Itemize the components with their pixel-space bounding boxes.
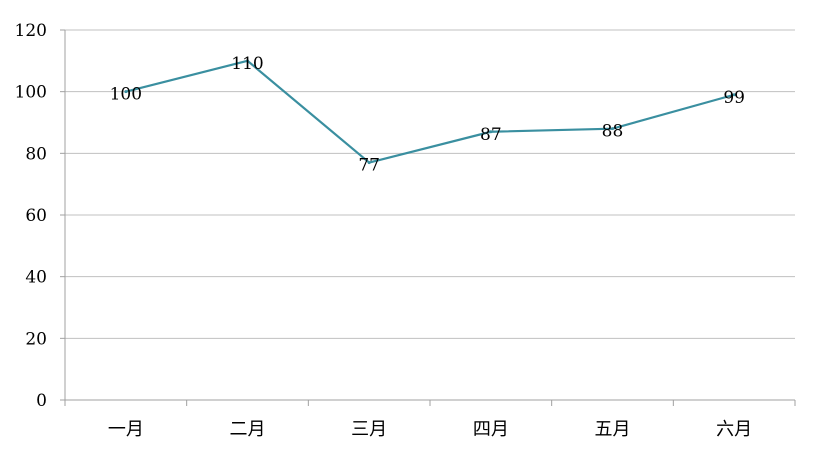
x-tick-label-1: 一月: [108, 419, 144, 440]
data-point-4: [489, 130, 493, 134]
data-point-6: [732, 93, 736, 97]
x-tick-label-2: 二月: [230, 419, 266, 440]
data-point-2: [246, 59, 249, 63]
y-tick-label-80: 80: [25, 144, 47, 164]
data-label-1: 100: [110, 85, 142, 105]
y-tick-label-40: 40: [25, 268, 47, 288]
y-tick-label-100: 100: [15, 83, 47, 103]
data-label-6: 99: [723, 88, 745, 108]
y-tick-label-120: 120: [15, 21, 47, 41]
data-label-2: 110: [231, 54, 263, 74]
x-tick-label-3: 三月: [351, 419, 387, 440]
data-label-5: 88: [602, 122, 624, 142]
y-tick-label-0: 0: [36, 391, 47, 411]
y-tick-label-20: 20: [25, 329, 47, 349]
data-point-1: [124, 90, 128, 94]
data-point-5: [611, 127, 614, 131]
x-tick-label-6: 六月: [716, 419, 752, 440]
y-tick-label-60: 60: [25, 206, 47, 226]
data-point-3: [367, 161, 371, 165]
data-label-4: 87: [480, 125, 502, 145]
x-tick-label-4: 四月: [473, 419, 509, 440]
data-label-3: 77: [358, 156, 380, 176]
series-line: [124, 59, 736, 164]
x-tick-label-5: 五月: [595, 419, 631, 440]
